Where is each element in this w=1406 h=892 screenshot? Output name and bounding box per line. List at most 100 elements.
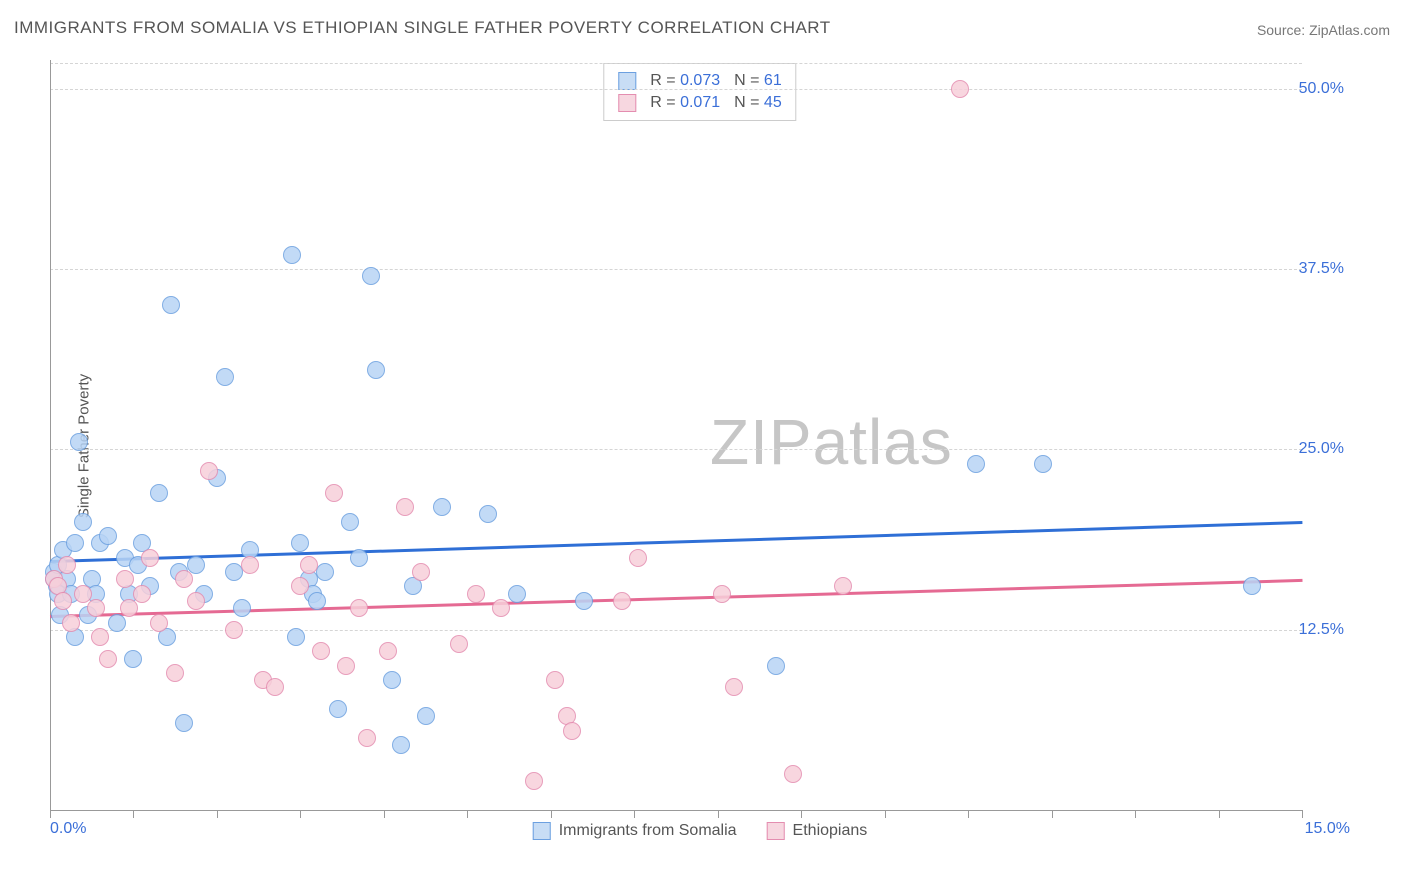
y-tick-label: 25.0% [1299, 440, 1344, 458]
data-point [525, 772, 543, 790]
data-point [341, 513, 359, 531]
data-point [225, 563, 243, 581]
data-point [116, 570, 134, 588]
legend-r-label: R = 0.073 [650, 72, 720, 90]
x-tick [133, 810, 134, 818]
legend-row: R = 0.071N = 45 [618, 92, 781, 114]
data-point [91, 628, 109, 646]
data-point [62, 614, 80, 632]
data-point [66, 534, 84, 552]
x-tick [1052, 810, 1053, 818]
data-point [150, 484, 168, 502]
data-point [124, 650, 142, 668]
data-point [312, 642, 330, 660]
x-tick [885, 810, 886, 818]
data-point [350, 599, 368, 617]
data-point [70, 433, 88, 451]
data-point [187, 556, 205, 574]
data-point [417, 707, 435, 725]
data-point [767, 657, 785, 675]
data-point [834, 577, 852, 595]
x-axis [50, 810, 1302, 811]
data-point [412, 563, 430, 581]
data-point [175, 714, 193, 732]
data-point [358, 729, 376, 747]
data-point [241, 556, 259, 574]
gridline [50, 63, 1302, 64]
data-point [613, 592, 631, 610]
y-tick-label: 37.5% [1299, 260, 1344, 278]
data-point [308, 592, 326, 610]
data-point [713, 585, 731, 603]
data-point [325, 484, 343, 502]
data-point [150, 614, 168, 632]
data-point [200, 462, 218, 480]
x-tick [300, 810, 301, 818]
data-point [1034, 455, 1052, 473]
data-point [337, 657, 355, 675]
x-tick [1302, 810, 1303, 818]
data-point [166, 664, 184, 682]
legend-r-label: R = 0.071 [650, 94, 720, 112]
data-point [492, 599, 510, 617]
x-tick [467, 810, 468, 818]
data-point [392, 736, 410, 754]
data-point [467, 585, 485, 603]
gridline [50, 89, 1302, 90]
data-point [300, 556, 318, 574]
data-point [433, 498, 451, 516]
data-point [133, 585, 151, 603]
data-point [350, 549, 368, 567]
legend-label: Immigrants from Somalia [559, 822, 737, 840]
x-tick [50, 810, 51, 818]
x-tick-label: 0.0% [50, 820, 86, 838]
data-point [329, 700, 347, 718]
data-point [108, 614, 126, 632]
data-point [99, 527, 117, 545]
data-point [508, 585, 526, 603]
data-point [120, 599, 138, 617]
data-point [546, 671, 564, 689]
x-tick [217, 810, 218, 818]
data-point [316, 563, 334, 581]
data-point [283, 246, 301, 264]
data-point [216, 368, 234, 386]
legend-swatch [767, 822, 785, 840]
legend-swatch [533, 822, 551, 840]
data-point [233, 599, 251, 617]
data-point [563, 722, 581, 740]
data-point [967, 455, 985, 473]
trend-line [50, 522, 1302, 563]
x-tick [551, 810, 552, 818]
data-point [54, 592, 72, 610]
y-tick-label: 50.0% [1299, 80, 1344, 98]
legend-n-label: N = 61 [734, 72, 782, 90]
data-point [287, 628, 305, 646]
gridline [50, 449, 1302, 450]
correlation-legend: R = 0.073 N = 61 R = 0.071N = 45 [603, 63, 796, 121]
chart-title: IMMIGRANTS FROM SOMALIA VS ETHIOPIAN SIN… [14, 18, 831, 38]
data-point [291, 534, 309, 552]
x-tick [634, 810, 635, 818]
data-point [99, 650, 117, 668]
data-point [575, 592, 593, 610]
legend-item: Immigrants from Somalia [533, 822, 737, 840]
watermark: ZIPatlas [710, 405, 953, 479]
data-point [951, 80, 969, 98]
data-point [629, 549, 647, 567]
scatter-plot: ZIPatlas R = 0.073N = 61R = 0.071N = 45 … [50, 60, 1350, 840]
data-point [367, 361, 385, 379]
data-point [175, 570, 193, 588]
x-tick [968, 810, 969, 818]
x-tick [801, 810, 802, 818]
data-point [187, 592, 205, 610]
legend-label: Ethiopians [793, 822, 868, 840]
data-point [141, 549, 159, 567]
x-tick [384, 810, 385, 818]
data-point [225, 621, 243, 639]
legend-swatch [618, 94, 636, 112]
y-axis [50, 60, 51, 810]
x-tick-label: 15.0% [1305, 820, 1350, 838]
data-point [725, 678, 743, 696]
legend-swatch [618, 72, 636, 90]
